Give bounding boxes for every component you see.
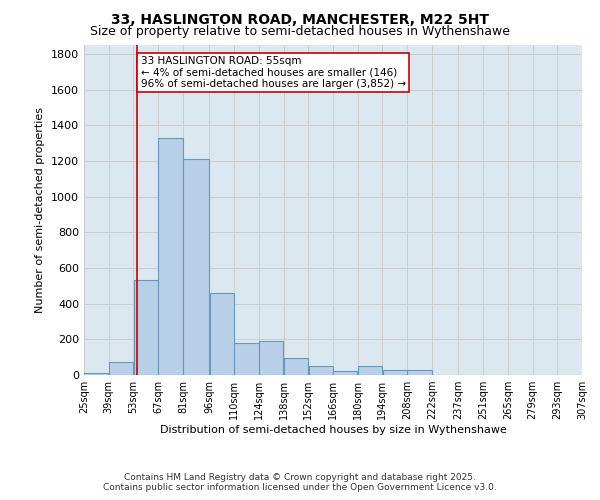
- Bar: [259, 341, 283, 375]
- Bar: [358, 366, 382, 375]
- Bar: [109, 362, 133, 375]
- Bar: [84, 373, 109, 375]
- Bar: [308, 366, 333, 375]
- X-axis label: Distribution of semi-detached houses by size in Wythenshawe: Distribution of semi-detached houses by …: [160, 425, 506, 435]
- Bar: [183, 159, 209, 375]
- Bar: [158, 138, 182, 375]
- Bar: [383, 370, 407, 375]
- Bar: [209, 293, 234, 375]
- Text: Contains HM Land Registry data © Crown copyright and database right 2025.
Contai: Contains HM Land Registry data © Crown c…: [103, 473, 497, 492]
- Y-axis label: Number of semi-detached properties: Number of semi-detached properties: [35, 107, 46, 313]
- Bar: [134, 280, 158, 375]
- Text: 33 HASLINGTON ROAD: 55sqm
← 4% of semi-detached houses are smaller (146)
96% of : 33 HASLINGTON ROAD: 55sqm ← 4% of semi-d…: [140, 56, 406, 89]
- Text: Size of property relative to semi-detached houses in Wythenshawe: Size of property relative to semi-detach…: [90, 25, 510, 38]
- Text: 33, HASLINGTON ROAD, MANCHESTER, M22 5HT: 33, HASLINGTON ROAD, MANCHESTER, M22 5HT: [111, 12, 489, 26]
- Bar: [407, 370, 431, 375]
- Bar: [235, 343, 259, 375]
- Bar: [333, 370, 358, 375]
- Bar: [284, 358, 308, 375]
